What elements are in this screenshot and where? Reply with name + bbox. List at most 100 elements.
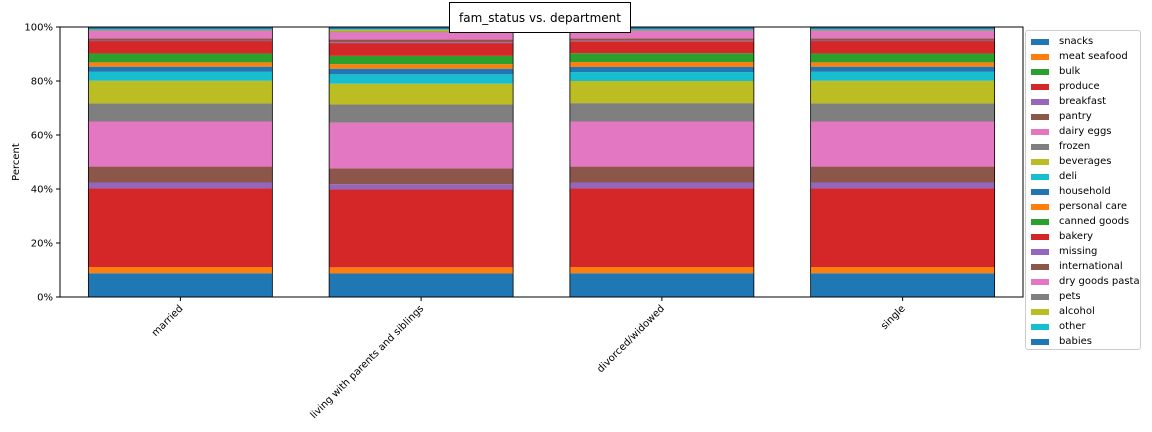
y-tick-label: 20%	[31, 239, 53, 250]
bar-segment-2-12	[569, 41, 754, 54]
bar-segment-2-9	[569, 66, 754, 73]
bar-segment-0-8	[88, 71, 273, 81]
bar-segment-0-5	[88, 121, 273, 167]
bar-segment-0-11	[88, 53, 273, 63]
bar-segment-3-9	[810, 66, 995, 72]
legend-swatch	[1031, 308, 1049, 315]
legend-label: beverages	[1059, 156, 1112, 167]
bar-segment-3-17	[810, 29, 995, 31]
legend-label: frozen	[1059, 141, 1091, 152]
bar-segment-1-17	[329, 29, 514, 32]
bar-segment-1-12	[329, 43, 514, 56]
bar-segment-0-10	[88, 62, 273, 67]
bar-segment-0-17	[88, 29, 273, 31]
y-axis: 0% 20% 40% 60% 80% 100%	[24, 23, 60, 304]
legend-item: pantry	[1026, 109, 1140, 124]
x-tick-label: married	[150, 303, 185, 338]
bar-segment-3-8	[810, 71, 995, 81]
bar-segment-1-15	[329, 32, 514, 40]
legend-item: missing	[1026, 244, 1140, 259]
legend-label: dry goods pasta	[1059, 276, 1140, 287]
bar-segment-1-19	[329, 27, 514, 30]
legend-swatch	[1031, 263, 1049, 270]
bar-segment-1-8	[329, 74, 514, 84]
bar-segment-1-6	[329, 104, 514, 123]
bars-layer	[87, 26, 996, 298]
legend-item: breakfast	[1026, 94, 1140, 109]
bar-segment-3-5	[810, 121, 995, 167]
legend-swatch	[1031, 158, 1049, 165]
bar-segment-0-16	[88, 30, 273, 32]
bar-segment-3-1	[810, 267, 995, 274]
legend-swatch	[1031, 98, 1049, 105]
x-tick-label: living with parents and siblings	[309, 303, 427, 421]
legend-label: bulk	[1059, 66, 1081, 77]
legend-item: bakery	[1026, 229, 1140, 244]
bar-segment-1-7	[329, 83, 514, 105]
legend-swatch	[1031, 248, 1049, 255]
bar-segment-1-2	[329, 189, 514, 268]
legend-swatch	[1031, 218, 1049, 225]
bar-segment-2-10	[569, 62, 754, 67]
bar-segment-3-12	[810, 41, 995, 54]
legend-label: babies	[1059, 336, 1092, 347]
bar-segment-3-6	[810, 103, 995, 122]
bar-segment-2-3	[569, 182, 754, 189]
bar-segment-0-14	[88, 38, 273, 41]
legend-label: international	[1059, 261, 1123, 272]
legend-item: produce	[1026, 79, 1140, 94]
legend-swatch	[1031, 113, 1049, 120]
bar-segment-3-11	[810, 53, 995, 63]
x-axis: married living with parents and siblings d…	[150, 297, 908, 421]
legend-item: dry goods pasta	[1026, 274, 1140, 289]
legend-label: pantry	[1059, 111, 1092, 122]
legend-label: meat seafood	[1059, 51, 1128, 62]
legend-swatch	[1031, 293, 1049, 300]
legend-item: pets	[1026, 289, 1140, 304]
bar-segment-3-19	[810, 27, 995, 30]
legend-item: bulk	[1026, 64, 1140, 79]
bar-segment-1-1	[329, 267, 514, 274]
y-axis-label: Percent	[11, 143, 22, 181]
bar-segment-2-16	[569, 30, 754, 32]
legend-swatch	[1031, 233, 1049, 240]
bar-segment-1-0	[329, 273, 514, 297]
bar-segment-1-13	[329, 42, 514, 44]
legend-label: household	[1059, 186, 1111, 197]
legend-item: alcohol	[1026, 304, 1140, 319]
bar-segment-2-15	[569, 31, 754, 39]
legend-item: household	[1026, 184, 1140, 199]
bar-segment-2-6	[569, 103, 754, 122]
legend-swatch	[1031, 203, 1049, 210]
bar-segment-2-13	[569, 40, 754, 42]
legend-item: other	[1026, 319, 1140, 334]
bar-segment-1-16	[329, 31, 514, 33]
bar-segment-1-3	[329, 184, 514, 190]
legend-label: deli	[1059, 171, 1078, 182]
legend-swatch	[1031, 143, 1049, 150]
legend-swatch	[1031, 188, 1049, 195]
bar-segment-3-2	[810, 188, 995, 268]
y-tick-label: 0%	[37, 293, 53, 304]
bar-segment-0-1	[88, 267, 273, 274]
bar-segment-1-5	[329, 122, 514, 169]
legend-swatch	[1031, 173, 1049, 180]
bar-segment-3-0	[810, 273, 995, 297]
legend-label: alcohol	[1059, 306, 1095, 317]
legend-swatch	[1031, 338, 1049, 345]
legend-swatch	[1031, 278, 1049, 285]
chart-title: fam_status vs. department	[449, 2, 631, 33]
legend-item: dairy eggs	[1026, 124, 1140, 139]
legend-label: canned goods	[1059, 216, 1130, 227]
bar-segment-2-1	[569, 267, 754, 274]
legend-label: personal care	[1059, 201, 1128, 212]
bar-segment-3-10	[810, 62, 995, 67]
bar-segment-3-13	[810, 40, 995, 42]
legend-swatch	[1031, 68, 1049, 75]
bar-segment-0-19	[88, 27, 273, 30]
legend-label: breakfast	[1059, 96, 1107, 107]
legend-swatch	[1031, 53, 1049, 60]
legend-item: beverages	[1026, 154, 1140, 169]
bar-segment-0-13	[88, 40, 273, 42]
bar-segment-3-3	[810, 182, 995, 189]
